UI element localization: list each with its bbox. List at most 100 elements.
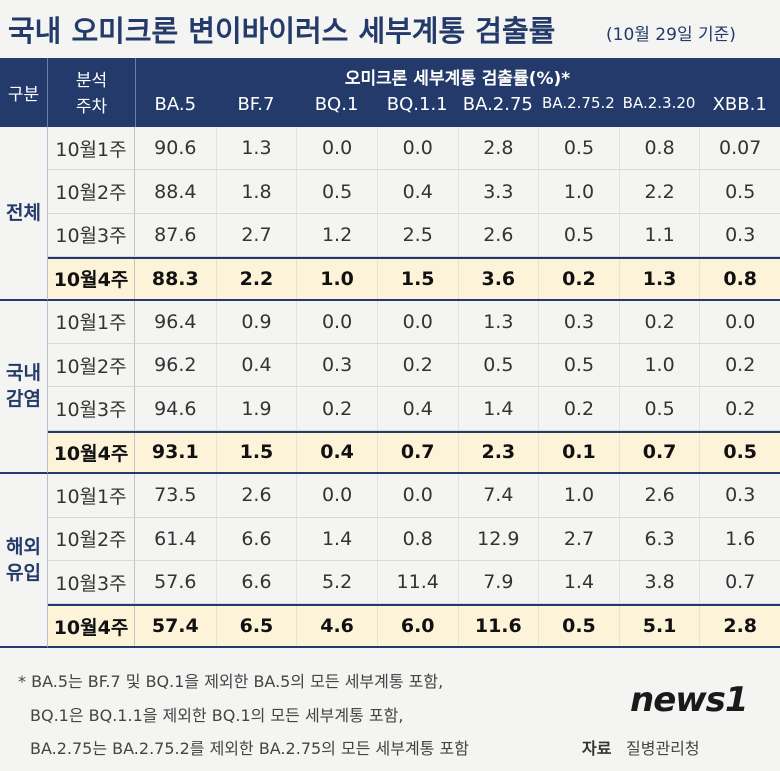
- value-cell: 90.6: [154, 137, 197, 160]
- value-cell: 0.5: [538, 213, 619, 257]
- value-cell: 2.2: [618, 170, 700, 213]
- table-row: 10월1주 96.4 0.9 0.0 0.0 1.3 0.3 0.2 0.0: [48, 300, 780, 344]
- value-cell: 5.1: [618, 606, 700, 646]
- value-cell: 1.3: [618, 259, 700, 299]
- week-cell: 10월4주: [48, 606, 135, 646]
- value-cell: 61.4: [154, 527, 197, 550]
- value-cell: 88.3: [151, 267, 199, 290]
- footnote: * BA.5는 BF.7 및 BQ.1을 제외한 BA.5의 모든 세부계통 포…: [18, 672, 444, 691]
- week-cell: 10월1주: [48, 127, 135, 170]
- value-cell: 94.6: [154, 397, 197, 420]
- table-row: 10월3주 87.6 2.7 1.2 2.5 2.6 0.5 1.1 0.3: [48, 213, 780, 258]
- table-row: 10월1주 90.6 1.3 0.0 0.0 2.8 0.5 0.8 0.07: [48, 127, 780, 171]
- value-cell: 7.4: [457, 474, 539, 517]
- value-cell: 0.2: [538, 259, 619, 299]
- value-cell: 87.6: [154, 223, 197, 246]
- value-cell: 2.6: [618, 474, 700, 517]
- logo: news1: [630, 680, 749, 720]
- value-cell: 0.3: [538, 300, 619, 343]
- value-cell: 3.8: [618, 561, 700, 604]
- value-cell: 12.9: [457, 517, 539, 560]
- value-cell: 2.7: [538, 517, 619, 560]
- week-cell: 10월2주: [48, 517, 135, 560]
- value-cell: 0.8: [699, 259, 780, 299]
- value-cell: 0.0: [296, 300, 377, 343]
- table-row: 10월2주 88.4 1.8 0.5 0.4 3.3 1.0 2.2 0.5: [48, 170, 780, 214]
- value-cell: 0.5: [538, 344, 619, 387]
- value-cell: 0.07: [699, 127, 780, 170]
- week-cell: 10월1주: [48, 474, 135, 517]
- value-cell: 1.0: [538, 170, 619, 213]
- value-cell: 88.4: [154, 180, 197, 203]
- value-cell: 0.4: [296, 432, 377, 473]
- value-cell: 1.4: [296, 517, 377, 560]
- table-row: 10월1주 73.5 2.6 0.0 0.0 7.4 1.0 2.6 0.3: [48, 474, 780, 518]
- value-cell: 1.9: [215, 387, 297, 430]
- source: 질병관리청: [626, 739, 700, 758]
- source-label: 자료: [582, 739, 612, 758]
- value-cell: 0.5: [538, 606, 619, 646]
- value-cell: 6.6: [215, 561, 297, 604]
- value-cell: 3.6: [457, 259, 539, 299]
- value-cell: 0.9: [215, 300, 297, 343]
- value-cell: 2.7: [215, 213, 297, 257]
- value-cell: 6.6: [215, 517, 297, 560]
- column-header: BA.2.75.2: [542, 94, 615, 112]
- value-cell: 0.7: [376, 432, 458, 473]
- value-cell: 1.6: [699, 517, 780, 560]
- value-cell: 3.3: [457, 170, 539, 213]
- week-cell: 10월4주: [48, 432, 135, 473]
- week-cell: 10월1주: [48, 300, 135, 343]
- week-cell: 10월3주: [48, 213, 135, 257]
- table-row: 10월2주 96.2 0.4 0.3 0.2 0.5 0.5 1.0 0.2: [48, 344, 780, 388]
- column-header: XBB.1: [712, 94, 767, 115]
- value-cell: 2.5: [376, 213, 458, 257]
- column-header: BQ.1.1: [386, 94, 448, 115]
- value-cell: 0.2: [538, 387, 619, 430]
- value-cell: 1.3: [457, 300, 539, 343]
- value-cell: 1.0: [618, 344, 700, 387]
- week-cell: 10월3주: [48, 387, 135, 430]
- value-cell: 1.3: [215, 127, 297, 170]
- value-cell: 6.0: [376, 606, 458, 646]
- group-label-line: 국내: [6, 362, 41, 385]
- value-cell: 1.0: [296, 259, 377, 299]
- value-cell: 0.2: [699, 387, 780, 430]
- column-header: BA.2.3.20: [622, 94, 696, 112]
- group-label-line: 감염: [6, 388, 41, 411]
- value-cell: 0.2: [618, 300, 700, 343]
- value-cell: 0.8: [618, 127, 700, 170]
- value-cell: 2.6: [215, 474, 297, 517]
- table-row: 10월4주 57.4 6.5 4.6 6.0 11.6 0.5 5.1 2.8: [48, 604, 780, 648]
- value-cell: 0.5: [618, 387, 700, 430]
- column-header: BQ.1: [314, 94, 359, 115]
- subtitle: (10월 29일 기준): [606, 25, 736, 45]
- value-cell: 6.3: [618, 517, 700, 560]
- week-cell: 10월2주: [48, 344, 135, 387]
- value-cell: 0.3: [699, 474, 780, 517]
- value-cell: 2.2: [215, 259, 297, 299]
- value-cell: 0.8: [376, 517, 458, 560]
- value-cell: 4.6: [296, 606, 377, 646]
- value-cell: 1.4: [457, 387, 539, 430]
- value-cell: 0.7: [699, 561, 780, 604]
- value-cell: 11.6: [457, 606, 539, 646]
- week-cell: 10월2주: [48, 170, 135, 213]
- value-cell: 73.5: [154, 484, 197, 507]
- value-cell: 1.2: [296, 213, 377, 257]
- value-cell: 0.5: [699, 432, 780, 473]
- value-cell: 93.1: [151, 441, 199, 464]
- value-cell: 0.0: [296, 127, 377, 170]
- table-row: 10월4주 93.1 1.5 0.4 0.7 2.3 0.1 0.7 0.5: [48, 430, 780, 475]
- value-cell: 2.3: [457, 432, 539, 473]
- value-cell: 7.9: [457, 561, 539, 604]
- header-cell: 구분: [0, 58, 48, 127]
- table-row: 10월4주 88.3 2.2 1.0 1.5 3.6 0.2 1.3 0.8: [48, 257, 780, 301]
- value-cell: 0.5: [538, 127, 619, 170]
- column-header: BF.7: [237, 94, 275, 115]
- group-label: 전체: [0, 127, 48, 301]
- value-cell: 0.5: [699, 170, 780, 213]
- value-cell: 2.8: [699, 606, 780, 646]
- header-cell: 주차: [75, 97, 108, 117]
